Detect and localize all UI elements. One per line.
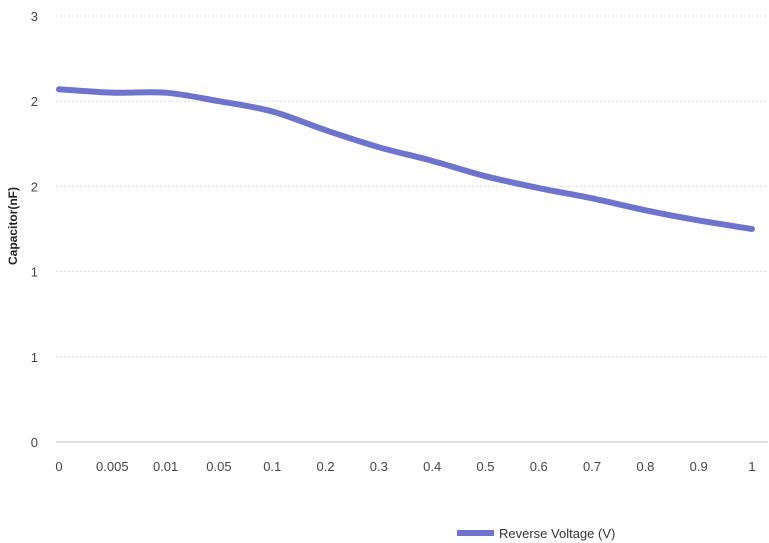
- x-tick-label: 0.5: [476, 459, 494, 474]
- series-line: [59, 89, 752, 229]
- y-tick-label: 0: [31, 435, 38, 450]
- x-tick-label: 0.005: [96, 459, 129, 474]
- x-tick-label: 0.6: [530, 459, 548, 474]
- x-tick-label: 0.9: [690, 459, 708, 474]
- x-axis-ticks: 0 0.005 0.01 0.05 0.1 0.2 0.3 0.4 0.5 0.6 0.7 0.8 0.…: [55, 459, 755, 474]
- y-axis-label: Capacitor(nF): [6, 187, 20, 265]
- series-layer: [59, 89, 752, 229]
- x-tick-label: 0: [55, 459, 62, 474]
- legend-label: Reverse Voltage (V): [499, 526, 615, 541]
- y-tick-label: 1: [31, 265, 38, 280]
- y-tick-label: 1: [31, 350, 38, 365]
- x-tick-label: 0.01: [153, 459, 178, 474]
- y-axis-ticks: 0 1 1 2 2 3: [31, 9, 38, 450]
- x-tick-label: 0.3: [370, 459, 388, 474]
- x-tick-label: 0.7: [583, 459, 601, 474]
- x-tick-label: 0.2: [316, 459, 334, 474]
- legend: Reverse Voltage (V): [457, 526, 615, 541]
- y-tick-label: 2: [31, 179, 38, 194]
- x-tick-label: 0.05: [206, 459, 231, 474]
- grid-lines: [56, 16, 768, 357]
- x-tick-label: 0.4: [423, 459, 441, 474]
- x-tick-label: 0.1: [263, 459, 281, 474]
- y-tick-label: 3: [31, 9, 38, 24]
- x-tick-label: 1: [748, 459, 755, 474]
- x-tick-label: 0.8: [636, 459, 654, 474]
- y-tick-label: 2: [31, 94, 38, 109]
